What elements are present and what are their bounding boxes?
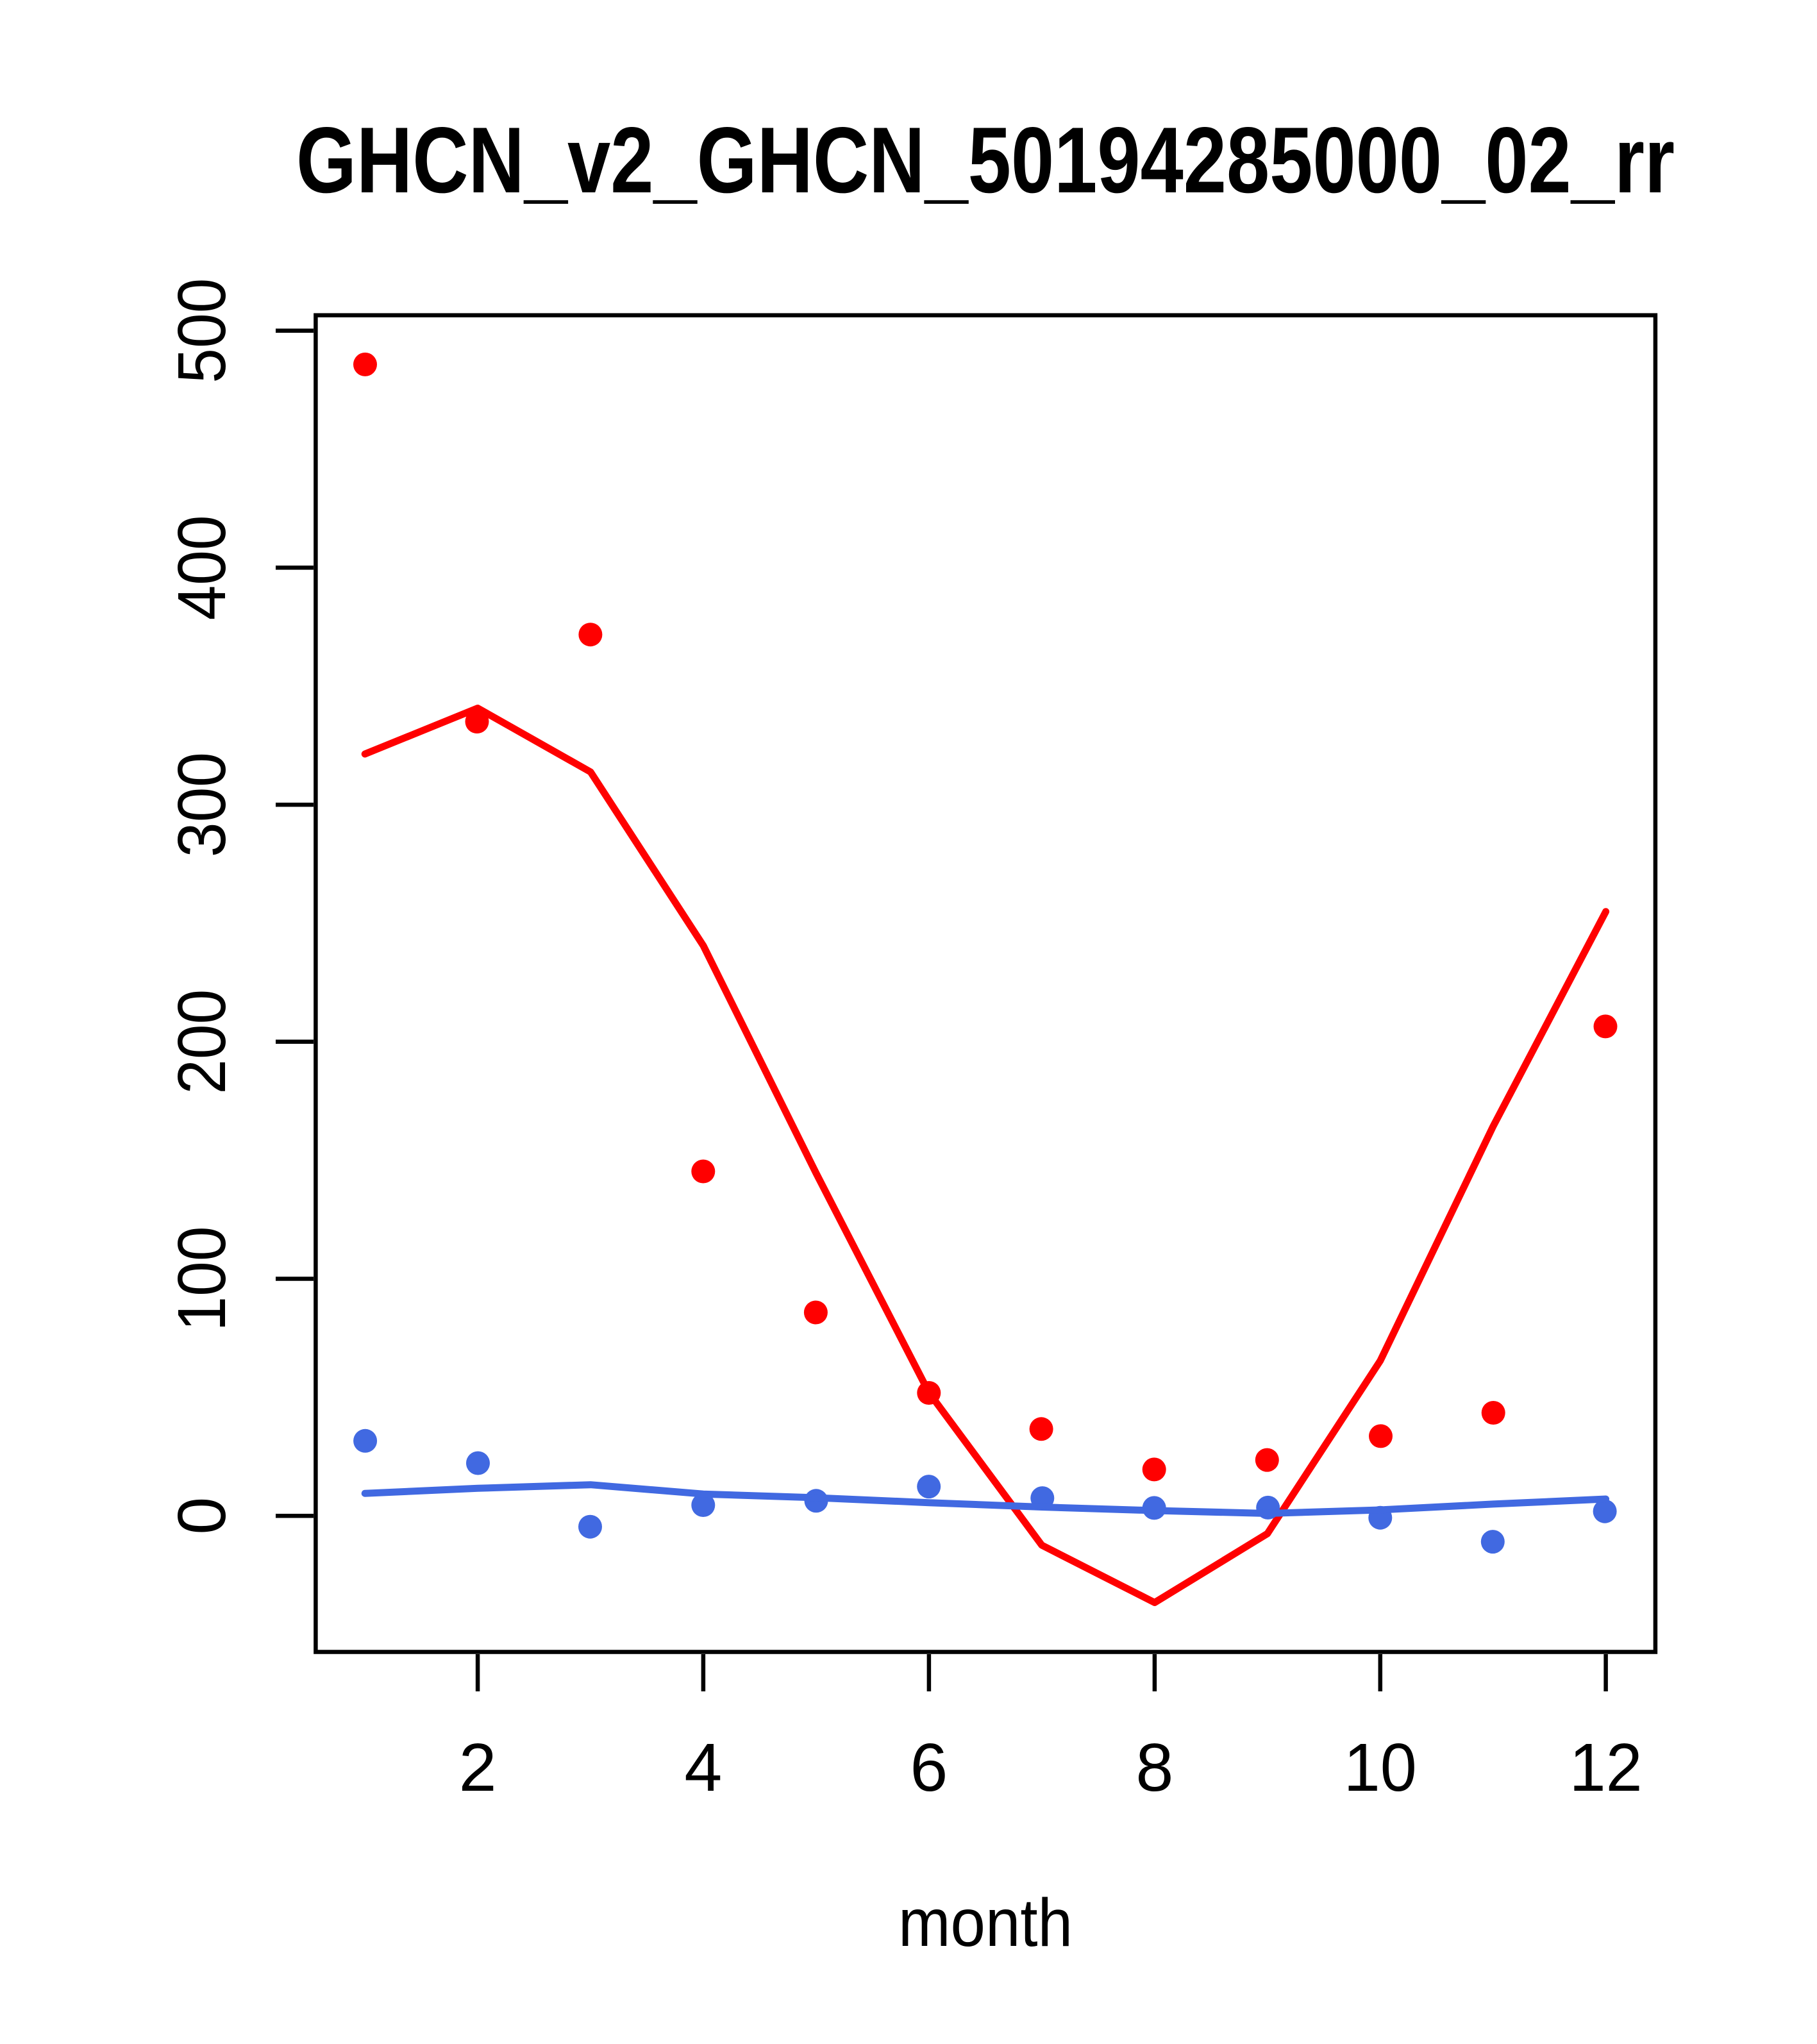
svg-text:4: 4 — [684, 1730, 722, 1805]
svg-text:0: 0 — [164, 1497, 240, 1535]
svg-text:month: month — [898, 1885, 1073, 1961]
svg-text:12: 12 — [1570, 1730, 1643, 1805]
svg-text:400: 400 — [164, 515, 240, 620]
svg-text:2: 2 — [459, 1730, 497, 1805]
svg-text:500: 500 — [164, 278, 240, 383]
svg-text:300: 300 — [164, 752, 240, 857]
svg-text:100: 100 — [164, 1227, 240, 1332]
svg-text:GHCN_v2_GHCN_50194285000_02_rr: GHCN_v2_GHCN_50194285000_02_rr — [296, 108, 1675, 212]
svg-text:6: 6 — [910, 1730, 948, 1805]
svg-text:8: 8 — [1135, 1730, 1173, 1805]
svg-text:10: 10 — [1344, 1730, 1417, 1805]
svg-text:200: 200 — [164, 989, 240, 1094]
